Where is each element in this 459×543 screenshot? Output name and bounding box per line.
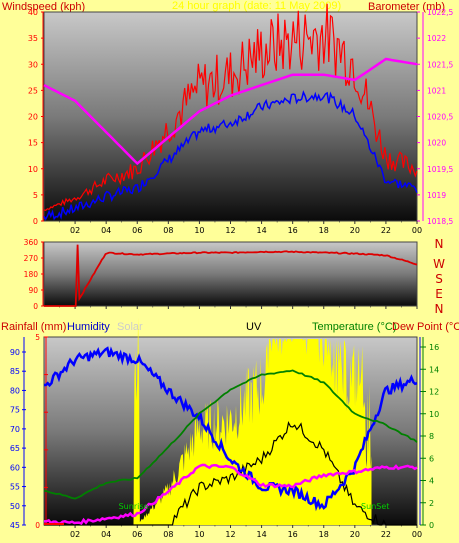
humidity-tick-label: 80 bbox=[10, 386, 20, 395]
wind-plot-area bbox=[43, 11, 418, 222]
x-tick-label: 20 bbox=[350, 530, 360, 539]
x-tick-label: 02 bbox=[70, 226, 80, 235]
x-tick-label: 04 bbox=[101, 226, 111, 235]
windspeed-title: Windspeed (kph) bbox=[2, 1, 86, 13]
y-left-tick-label: 25 bbox=[28, 86, 38, 95]
temperature-tick-label: 14 bbox=[429, 365, 439, 374]
wind-pressure-chart: 05101520253035401018,510191019,510201020… bbox=[28, 3, 453, 235]
humidity-tick-label: 60 bbox=[10, 463, 20, 472]
y-tick-label: 0 bbox=[33, 302, 38, 311]
humidity-label: Humidity bbox=[67, 321, 110, 333]
x-tick-label: 16 bbox=[288, 530, 298, 539]
x-tick-label: 00 bbox=[412, 530, 422, 539]
y-tick-label: 360 bbox=[24, 238, 39, 247]
humidity-tick-label: 50 bbox=[10, 502, 20, 511]
barometer-title: Barometer (mb) bbox=[368, 1, 446, 13]
y-right-tick-label: 1020,5 bbox=[427, 113, 453, 122]
y-right-tick-label: 1019 bbox=[427, 191, 446, 200]
humidity-tick-label: 90 bbox=[10, 348, 20, 357]
direction-plot-area bbox=[43, 241, 418, 307]
x-tick-label: 08 bbox=[163, 226, 173, 235]
x-tick-label: 22 bbox=[381, 530, 391, 539]
y-left-tick-label: 40 bbox=[28, 8, 38, 17]
temperature-tick-label: 16 bbox=[429, 343, 439, 352]
x-tick-label: 20 bbox=[350, 226, 360, 235]
compass-label: N bbox=[435, 302, 444, 316]
y-left-tick-label: 30 bbox=[28, 60, 38, 69]
graph-date-title: 24 hour graph (date: 11 May 2009) bbox=[172, 0, 342, 12]
y-left-tick-label: 5 bbox=[33, 191, 38, 200]
wind-gust-line bbox=[43, 3, 418, 211]
temperature-tick-label: 2 bbox=[429, 499, 434, 508]
rain-tick-label: 5 bbox=[35, 333, 40, 342]
temperature-tick-label: 8 bbox=[429, 432, 434, 441]
y-left-tick-label: 15 bbox=[28, 139, 38, 148]
x-tick-label: 22 bbox=[381, 226, 391, 235]
uv-label: UV bbox=[246, 321, 262, 333]
x-tick-label: 16 bbox=[288, 226, 298, 235]
humidity-tick-label: 55 bbox=[10, 483, 20, 492]
y-right-tick-label: 1019,5 bbox=[427, 165, 453, 174]
temperature-label: Temperature (°C) bbox=[312, 321, 397, 333]
y-tick-label: 270 bbox=[24, 254, 39, 263]
y-right-tick-label: 1022,5 bbox=[427, 8, 453, 17]
dewpoint-line bbox=[43, 463, 418, 526]
sunrise-label: Sunrise bbox=[119, 502, 149, 511]
x-tick-label: 02 bbox=[70, 530, 80, 539]
compass-label: S bbox=[435, 272, 443, 286]
dewpoint-label: Dew Point (°C) bbox=[392, 321, 459, 333]
humidity-tick-label: 75 bbox=[10, 406, 20, 415]
uv-line bbox=[44, 420, 417, 526]
x-tick-label: 06 bbox=[132, 226, 142, 235]
humidity-tick-label: 45 bbox=[10, 521, 20, 530]
y-right-tick-label: 1018,5 bbox=[427, 217, 453, 226]
temperature-tick-label: 4 bbox=[429, 477, 434, 486]
solar-label: Solar bbox=[117, 321, 143, 333]
y-left-tick-label: 35 bbox=[28, 34, 38, 43]
x-tick-label: 14 bbox=[256, 226, 266, 235]
temperature-tick-label: 6 bbox=[429, 454, 434, 463]
temperature-tick-label: 0 bbox=[429, 521, 434, 530]
compass-label: E bbox=[435, 287, 443, 301]
rain-tick-label: 0 bbox=[35, 521, 40, 530]
x-tick-label: 18 bbox=[319, 530, 329, 539]
y-left-tick-label: 20 bbox=[28, 113, 38, 122]
y-right-tick-label: 1022 bbox=[427, 34, 446, 43]
wind-direction-line bbox=[44, 244, 418, 307]
x-tick-label: 10 bbox=[194, 530, 204, 539]
x-tick-label: 12 bbox=[225, 530, 235, 539]
y-right-tick-label: 1021 bbox=[427, 86, 446, 95]
x-tick-label: 00 bbox=[412, 226, 422, 235]
temperature-tick-label: 10 bbox=[429, 410, 439, 419]
x-tick-label: 08 bbox=[163, 530, 173, 539]
y-tick-label: 180 bbox=[24, 270, 39, 279]
y-right-tick-label: 1021,5 bbox=[427, 60, 453, 69]
y-left-tick-label: 10 bbox=[28, 165, 38, 174]
x-tick-label: 18 bbox=[319, 226, 329, 235]
compass-label: W bbox=[433, 257, 445, 271]
x-tick-label: 06 bbox=[132, 530, 142, 539]
y-tick-label: 90 bbox=[28, 286, 38, 295]
y-left-tick-label: 0 bbox=[33, 217, 38, 226]
humidity-line bbox=[44, 346, 418, 512]
temperature-line bbox=[43, 369, 418, 500]
temperature-tick-label: 12 bbox=[429, 388, 439, 397]
x-tick-label: 10 bbox=[194, 226, 204, 235]
barometer-line bbox=[43, 57, 418, 166]
rainfall-label: Rainfall (mm) bbox=[1, 321, 67, 333]
x-tick-label: 04 bbox=[101, 530, 111, 539]
wind-average-line bbox=[43, 90, 418, 221]
x-tick-label: 12 bbox=[225, 226, 235, 235]
humidity-tick-label: 65 bbox=[10, 444, 20, 453]
humidity-tick-label: 85 bbox=[10, 367, 20, 376]
sunset-label: SunSet bbox=[361, 502, 389, 511]
x-tick-label: 14 bbox=[256, 530, 266, 539]
humidity-tick-label: 70 bbox=[10, 425, 20, 434]
y-right-tick-label: 1020 bbox=[427, 139, 446, 148]
compass-label: N bbox=[435, 237, 444, 251]
